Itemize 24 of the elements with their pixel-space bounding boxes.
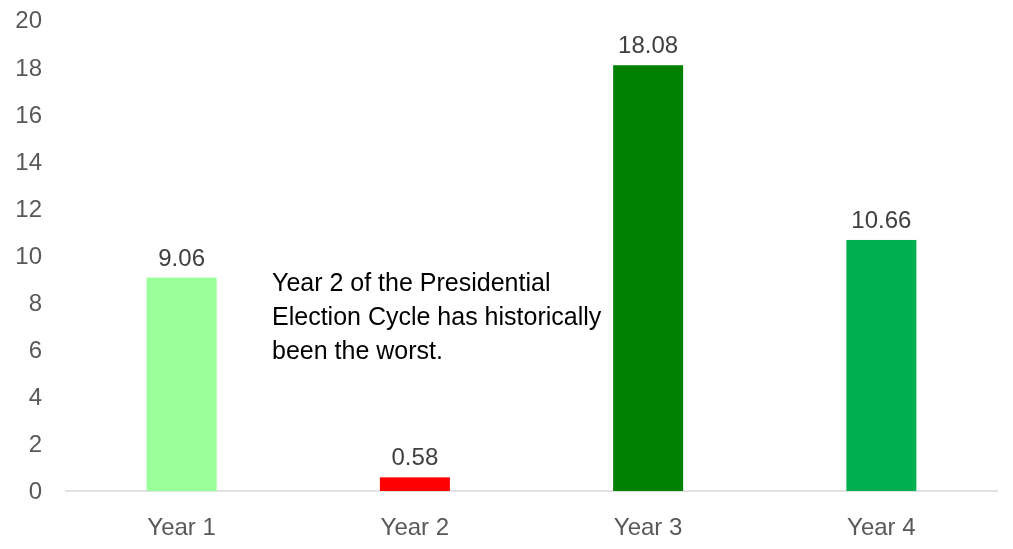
y-tick-label: 20 bbox=[15, 6, 42, 34]
x-tick-label: Year 4 bbox=[847, 513, 916, 540]
y-tick-label: 16 bbox=[15, 100, 42, 128]
data-label: 10.66 bbox=[851, 205, 912, 233]
x-tick-label: Year 3 bbox=[613, 513, 683, 540]
data-label: 18.08 bbox=[618, 31, 679, 59]
data-label: 9.06 bbox=[158, 243, 205, 271]
annotation: Year 2 of the Presidential Election Cycle has historically been the worst. bbox=[272, 267, 603, 366]
x-tick-label: Year 2 bbox=[380, 513, 450, 540]
y-tick-label: 18 bbox=[15, 53, 42, 81]
data-label: 0.58 bbox=[391, 443, 439, 471]
y-tick-label: 6 bbox=[28, 336, 42, 364]
bar bbox=[146, 277, 217, 491]
y-tick-label: 2 bbox=[28, 430, 42, 458]
y-tick-label: 4 bbox=[28, 383, 42, 411]
y-tick-label: 14 bbox=[15, 147, 42, 175]
x-tick-label: Year 1 bbox=[147, 513, 216, 540]
bar bbox=[379, 477, 450, 491]
y-tick-label: 0 bbox=[28, 477, 42, 505]
bar bbox=[613, 65, 684, 491]
bar bbox=[846, 239, 917, 491]
y-tick-label: 12 bbox=[15, 194, 42, 222]
y-tick-label: 8 bbox=[28, 289, 42, 316]
y-tick-label: 10 bbox=[15, 241, 42, 269]
